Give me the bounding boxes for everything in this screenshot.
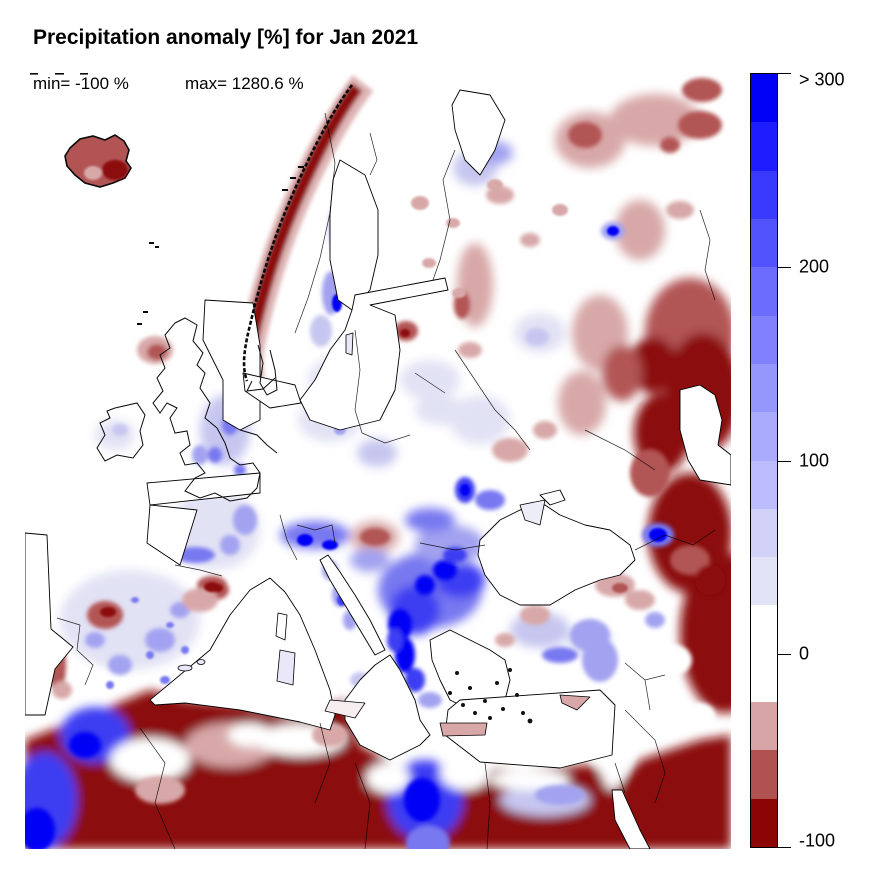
bay-of-biscay [146, 504, 198, 566]
colorbar-segment [751, 74, 777, 123]
colorbar-tick-label: 200 [799, 256, 830, 277]
colorbar-segment [751, 605, 777, 654]
baltic-sea [299, 277, 449, 431]
colorbar-segment [751, 798, 777, 847]
colorbar-segment [751, 412, 777, 461]
colorbar-segment [751, 315, 777, 364]
red-sea [611, 789, 651, 849]
colorbar-tick [778, 267, 791, 268]
colorbar-tick-label: 100 [799, 450, 830, 471]
europe-map [25, 73, 731, 849]
atlantic-portugal [25, 532, 74, 716]
colorbar-tick [778, 654, 791, 655]
colorbar-segment [751, 653, 777, 703]
colorbar-tick-label: -100 [799, 830, 836, 851]
white-sea [451, 89, 506, 176]
island-layer [177, 332, 591, 737]
anomaly-blob-layer [25, 75, 725, 849]
west-mediterranean [149, 577, 336, 731]
colorbar-tick [778, 461, 791, 462]
small-islands [30, 73, 304, 325]
east-mediterranean [444, 689, 616, 769]
colorbar-tick-label: 0 [799, 643, 810, 664]
english-channel [146, 472, 261, 506]
border-layer [56, 112, 716, 849]
aegean-islands [448, 668, 533, 724]
page-title: Precipitation anomaly [%] for Jan 2021 [33, 26, 419, 49]
colorbar-segment [751, 702, 777, 751]
skagerrak [242, 372, 302, 409]
colorbar-segment [751, 508, 777, 558]
colorbar-tick [778, 73, 791, 74]
colorbar-tick-label: > 300 [799, 69, 845, 90]
sea-layer [25, 89, 731, 849]
min-value-label: min= -100 % [33, 74, 129, 93]
colorbar-segment [751, 218, 777, 268]
sea-of-azov [539, 489, 566, 506]
colorbar-segment [751, 460, 777, 509]
colorbar-segment [751, 750, 777, 799]
colorbar-tick [778, 847, 791, 848]
gulf-of-bothnia [329, 159, 379, 311]
colorbar-segment [751, 122, 777, 171]
colorbar-segment [751, 267, 777, 316]
colorbar-segment [751, 557, 777, 606]
colorbar-segment [751, 363, 777, 413]
caspian-sea [679, 384, 731, 486]
adriatic-sea [319, 554, 386, 656]
map-area [25, 73, 731, 849]
colorbar: > 300 200 100 0 -100 [750, 70, 845, 851]
colorbar-segments [750, 73, 778, 848]
colorbar-segment [751, 170, 777, 219]
ionian-sea [344, 654, 431, 761]
iceland-anomaly [84, 160, 128, 180]
max-value-label: max= 1280.6 % [185, 74, 304, 93]
